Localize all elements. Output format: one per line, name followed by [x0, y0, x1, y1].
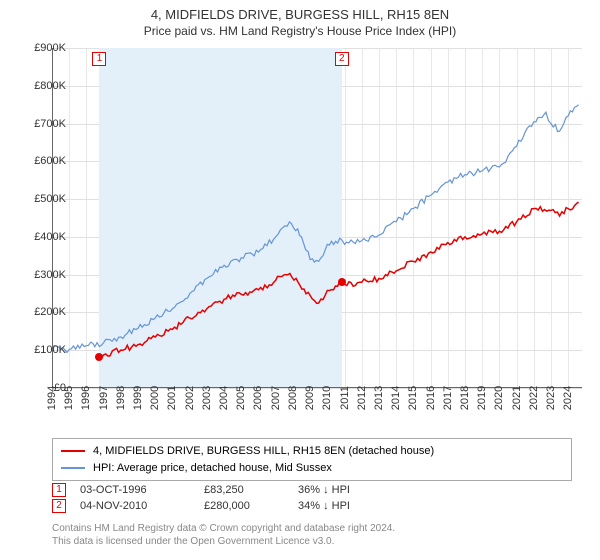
legend-label: HPI: Average price, detached house, Mid …	[93, 460, 332, 477]
x-tick-label: 2019	[476, 386, 488, 410]
sale-price: £280,000	[204, 500, 284, 512]
sale-row-marker: 2	[52, 499, 66, 513]
sale-price: £83,250	[204, 484, 284, 496]
credits-line2: This data is licensed under the Open Gov…	[52, 535, 395, 548]
legend-swatch	[61, 450, 85, 452]
sale-diff: 34% ↓ HPI	[298, 500, 418, 512]
x-tick-label: 2016	[425, 386, 437, 410]
x-tick-label: 2023	[545, 386, 557, 410]
x-tick-label: 2015	[407, 386, 419, 410]
legend-item: 4, MIDFIELDS DRIVE, BURGESS HILL, RH15 8…	[61, 443, 563, 460]
x-tick-label: 2017	[442, 386, 454, 410]
credits: Contains HM Land Registry data © Crown c…	[52, 522, 395, 548]
chart-title-line1: 4, MIDFIELDS DRIVE, BURGESS HILL, RH15 8…	[0, 0, 600, 24]
y-tick-label: £100K	[16, 344, 66, 356]
x-tick-label: 2010	[321, 386, 333, 410]
y-tick-label: £0	[16, 382, 66, 394]
legend: 4, MIDFIELDS DRIVE, BURGESS HILL, RH15 8…	[52, 438, 572, 481]
plot-area: 12	[52, 48, 582, 388]
legend-label: 4, MIDFIELDS DRIVE, BURGESS HILL, RH15 8…	[93, 443, 434, 460]
sale-diff: 36% ↓ HPI	[298, 484, 418, 496]
x-tick-label: 2004	[218, 386, 230, 410]
sale-row: 2 04-NOV-2010 £280,000 34% ↓ HPI	[52, 498, 572, 514]
y-tick-label: £800K	[16, 80, 66, 92]
x-tick-label: 2003	[201, 386, 213, 410]
y-tick-label: £200K	[16, 306, 66, 318]
x-tick-label: 2005	[235, 386, 247, 410]
sale-marker-box: 2	[335, 52, 349, 66]
y-tick-label: £900K	[16, 42, 66, 54]
x-tick-label: 2002	[184, 386, 196, 410]
x-tick-label: 1997	[98, 386, 110, 410]
y-tick-label: £600K	[16, 155, 66, 167]
sale-row-marker: 1	[52, 483, 66, 497]
x-tick-label: 2011	[339, 386, 351, 410]
y-tick-label: £500K	[16, 193, 66, 205]
x-tick-label: 2018	[459, 386, 471, 410]
legend-item: HPI: Average price, detached house, Mid …	[61, 460, 563, 477]
x-tick-label: 2008	[287, 386, 299, 410]
x-tick-label: 2013	[373, 386, 385, 410]
x-tick-label: 2006	[252, 386, 264, 410]
sale-date: 04-NOV-2010	[80, 500, 190, 512]
x-tick-label: 2021	[511, 386, 523, 410]
x-tick-label: 2009	[304, 386, 316, 410]
y-tick-label: £400K	[16, 231, 66, 243]
x-tick-label: 2012	[356, 386, 368, 410]
x-tick-label: 2001	[166, 386, 178, 410]
sale-marker-dot	[95, 353, 103, 361]
x-tick-label: 1995	[63, 386, 75, 410]
sales-table: 1 03-OCT-1996 £83,250 36% ↓ HPI 2 04-NOV-2010…	[52, 482, 572, 514]
y-tick-label: £700K	[16, 118, 66, 130]
x-tick-label: 2007	[270, 386, 282, 410]
sale-marker-box: 1	[92, 52, 106, 66]
x-tick-label: 2022	[528, 386, 540, 410]
x-tick-label: 1999	[132, 386, 144, 410]
series-line	[52, 105, 579, 353]
chart-title-line2: Price paid vs. HM Land Registry's House …	[0, 24, 600, 42]
sale-row: 1 03-OCT-1996 £83,250 36% ↓ HPI	[52, 482, 572, 498]
chart-container: 4, MIDFIELDS DRIVE, BURGESS HILL, RH15 8…	[0, 0, 600, 560]
x-tick-label: 2014	[390, 386, 402, 410]
x-tick-label: 1996	[80, 386, 92, 410]
x-tick-label: 1998	[115, 386, 127, 410]
x-tick-label: 2024	[562, 386, 574, 410]
line-chart-svg	[52, 48, 582, 388]
legend-swatch	[61, 467, 85, 469]
x-tick-label: 2000	[149, 386, 161, 410]
sale-date: 03-OCT-1996	[80, 484, 190, 496]
y-axis-line	[52, 48, 53, 388]
x-tick-label: 1994	[46, 386, 58, 410]
x-tick-label: 2020	[493, 386, 505, 410]
credits-line1: Contains HM Land Registry data © Crown c…	[52, 522, 395, 535]
sale-marker-dot	[338, 278, 346, 286]
y-tick-label: £300K	[16, 269, 66, 281]
